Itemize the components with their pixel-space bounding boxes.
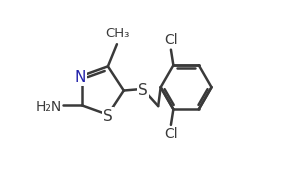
Text: S: S [138,83,148,98]
Text: Cl: Cl [164,33,178,47]
Text: H₂N: H₂N [36,100,62,114]
Text: N: N [75,70,86,85]
Text: CH₃: CH₃ [106,27,130,40]
Text: S: S [103,109,113,124]
Text: Cl: Cl [164,127,178,141]
